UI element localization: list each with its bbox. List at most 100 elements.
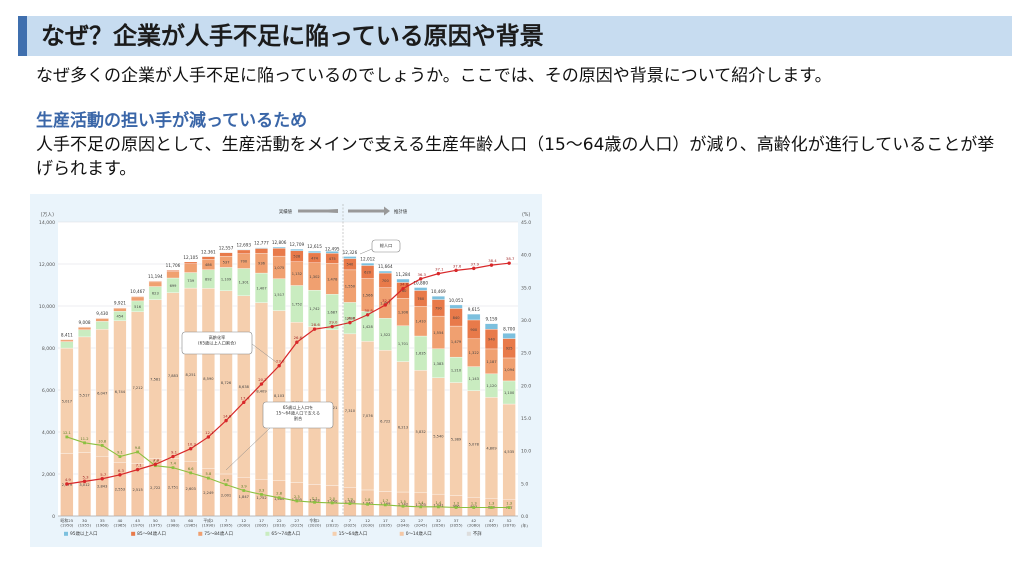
segment-value-label: 940 — [488, 338, 496, 342]
segment-value-label: 475 — [329, 257, 336, 261]
bar-segment — [77, 327, 92, 330]
segment-value-label: 7,212 — [132, 386, 142, 390]
total-value-label: 12,105 — [183, 255, 198, 260]
total-value-label: 10,880 — [413, 281, 428, 286]
aging-rate-label: 36.3 — [417, 272, 426, 277]
bar-segment — [60, 339, 74, 342]
aging-rate-point — [118, 473, 122, 477]
segment-value-label: 540 — [346, 263, 354, 267]
aging-rate-label: 30.8 — [364, 308, 373, 313]
segment-value-label: 537 — [223, 260, 230, 264]
bar-segment — [361, 262, 375, 266]
category-label: 27 (2045) — [414, 518, 427, 528]
support-ratio-point — [436, 505, 440, 509]
aging-rate-point — [507, 261, 511, 265]
total-value-label: 8,700 — [503, 326, 515, 331]
total-value-label: 9,159 — [485, 317, 497, 322]
segment-value-label: 1,450 — [327, 499, 338, 503]
segment-value-label: 900 — [470, 328, 478, 332]
segment-value-label: 936 — [258, 262, 266, 266]
bar-segment — [272, 246, 286, 249]
bar-segment — [131, 296, 145, 302]
support-ratio-point — [136, 450, 140, 454]
segment-value-label: 1,109 — [221, 278, 232, 282]
total-value-label: 9,615 — [468, 307, 480, 312]
total-value-label: 10,051 — [449, 298, 464, 303]
legend-swatch — [64, 531, 68, 536]
segment-value-label: 700 — [240, 260, 248, 264]
segment-value-label: 1,701 — [398, 342, 408, 346]
total-value-label: 10,469 — [431, 289, 446, 294]
support-ratio-label: 7.4 — [170, 462, 176, 466]
segment-value-label: 2,722 — [150, 486, 160, 490]
support-ratio-label: 1.3 — [453, 502, 459, 506]
legend-swatch — [399, 531, 404, 536]
total-value-label: 12,806 — [272, 240, 287, 245]
segment-value-label: 1,132 — [292, 272, 302, 276]
right-tick-label: 15.0 — [521, 416, 531, 422]
support-ratio-point — [277, 496, 281, 500]
segment-value-label: 623 — [152, 292, 159, 296]
support-ratio-point — [206, 476, 210, 480]
support-ratio-label: 7.7 — [152, 460, 158, 464]
total-value-label: 12,615 — [307, 244, 322, 249]
legend-swatch — [466, 531, 471, 536]
support-ratio-point — [454, 506, 458, 509]
support-ratio-label: 10.8 — [98, 439, 107, 443]
segment-value-label: 5,517 — [79, 393, 89, 397]
segment-value-label: 700 — [382, 279, 390, 283]
legend-label: 85〜94歳人口 — [137, 530, 166, 537]
segment-value-label: 7,581 — [150, 378, 160, 382]
total-value-label: 12,495 — [325, 247, 340, 252]
left-tick-label: 6,000 — [42, 388, 55, 394]
aging-callout-box — [181, 331, 253, 355]
aging-rate-label: 14.6 — [223, 414, 232, 419]
aging-rate-point — [365, 313, 370, 317]
segment-value-label: 5,078 — [469, 442, 480, 446]
segment-value-label: 6,722 — [380, 419, 390, 423]
segment-value-label: 1,742 — [309, 307, 319, 311]
segment-value-label: 1,100 — [504, 391, 515, 395]
support-ratio-label: 1.5 — [400, 500, 406, 504]
bar-segment — [184, 263, 198, 273]
total-callout-box — [371, 239, 401, 253]
segment-value-label: 1,302 — [309, 275, 319, 279]
aging-rate-label: 38.4 — [488, 258, 497, 263]
aging-rate-label: 7.9 — [153, 457, 160, 462]
support-ratio-point — [401, 504, 405, 508]
segment-value-label: 2,603 — [186, 487, 196, 491]
plot-area — [58, 222, 518, 516]
segment-value-label: 3,012 — [79, 483, 89, 487]
support-callout-text: 65歳以上人口を 15〜64歳人口で支える割合 — [276, 404, 320, 422]
bar-segment — [307, 250, 322, 254]
segment-value-label: 6,744 — [115, 390, 126, 394]
chart-bars — [60, 246, 516, 517]
support-ratio-point — [330, 501, 334, 505]
support-ratio-label: 5.8 — [206, 472, 212, 476]
segment-value-label: 4,809 — [486, 446, 497, 450]
legend-swatch — [131, 531, 136, 536]
total-callout-pointer — [359, 248, 373, 255]
left-tick-label: 12,000 — [39, 262, 55, 268]
support-ratio-label: 9.1 — [117, 451, 123, 455]
segment-value-label: 1,383 — [433, 362, 443, 366]
support-ratio-label: 1.3 — [471, 502, 477, 506]
segment-value-label: 8,103 — [274, 394, 284, 398]
support-ratio-label: 4.8 — [223, 479, 229, 483]
total-value-label: 12,326 — [343, 250, 358, 255]
bar-segment — [396, 278, 410, 283]
aging-rate-point — [312, 327, 317, 331]
total-value-label: 9,008 — [79, 320, 91, 325]
category-label: 昭和25 (1950) — [60, 518, 73, 528]
support-ratio-label: 2.8 — [276, 492, 282, 496]
aging-rate-label: 20.2 — [258, 377, 267, 382]
year-unit-label: (年) — [521, 523, 528, 528]
actual-arrow-shaft — [298, 209, 338, 213]
aging-rate-label: 32.3 — [382, 298, 391, 303]
segment-value-label: 6,213 — [398, 425, 408, 429]
segment-value-label: 5,540 — [433, 434, 444, 438]
segment-value-label: 6,047 — [97, 391, 107, 395]
legend-label: 95歳以上人口 — [70, 530, 98, 537]
section-subheading: 生産活動の担い手が減っているため — [36, 111, 308, 131]
